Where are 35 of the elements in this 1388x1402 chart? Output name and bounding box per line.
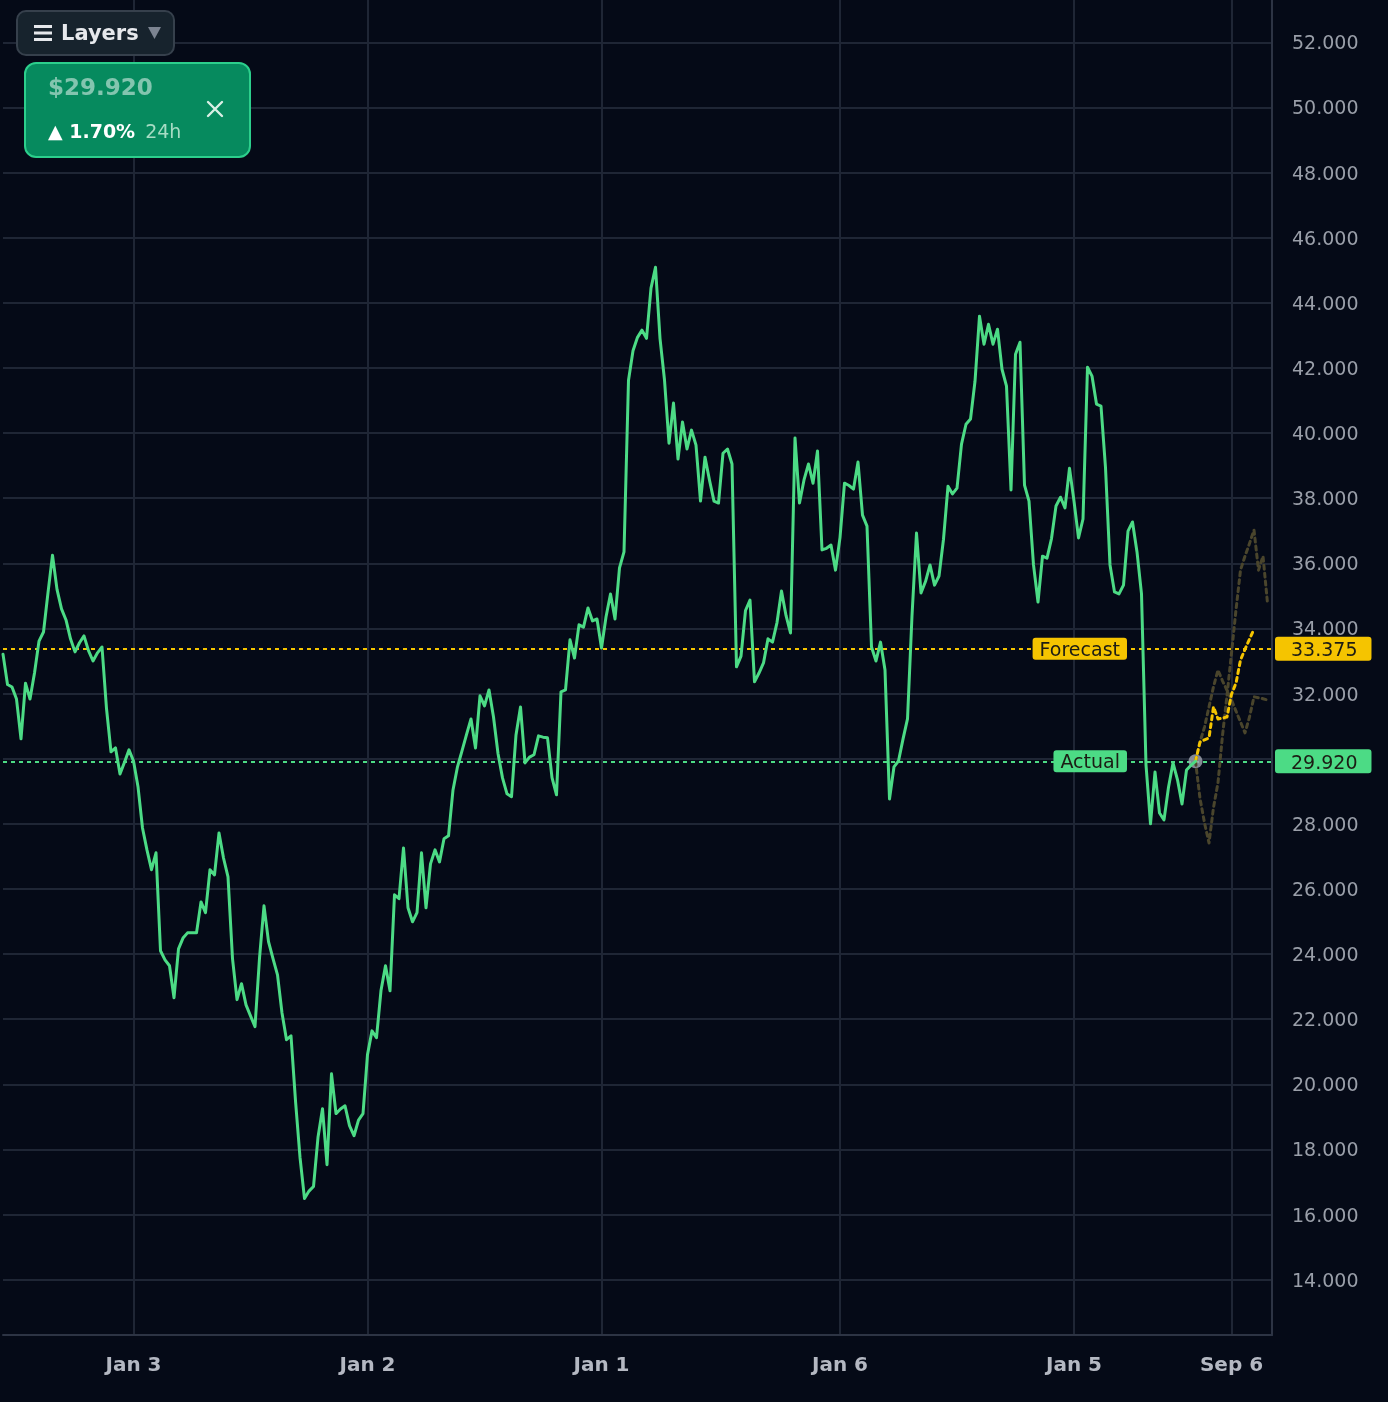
y-tick-label: 42.000 [1292, 356, 1359, 379]
y-tick-label: 16.000 [1292, 1203, 1359, 1226]
ref-line-label: Forecast [1039, 637, 1120, 660]
y-tick-label: 24.000 [1292, 943, 1359, 966]
y-tick-label: 33.375 [1291, 638, 1358, 661]
ref-line-label: Actual [1060, 750, 1120, 773]
y-tick-label: 52.000 [1292, 31, 1359, 54]
y-tick-label: 38.000 [1292, 487, 1359, 510]
x-tick-label: Jan 5 [1043, 1352, 1103, 1376]
x-tick-label: Jan 1 [571, 1352, 630, 1376]
y-tick-label: 29.920 [1291, 750, 1358, 773]
layers-button: Layers [16, 10, 175, 56]
annotation: ▲ 1.70% [48, 120, 136, 142]
annotation: $29.920 [48, 74, 153, 100]
y-tick-label: 50.000 [1292, 96, 1359, 119]
y-tick-label: 44.000 [1292, 291, 1359, 314]
annotation: Layers [61, 21, 139, 45]
x-tick-label: Jan 6 [809, 1352, 869, 1376]
y-tick-label: 46.000 [1292, 226, 1359, 249]
x-tick-label: Jan 2 [337, 1352, 396, 1376]
price-card: $29.920 ▲ 1.70% 24h [24, 62, 251, 158]
y-tick-label: 14.000 [1292, 1268, 1359, 1291]
x-tick-label: Sep 6 [1199, 1352, 1264, 1376]
y-tick-label: 36.000 [1292, 552, 1359, 575]
y-tick-label: 48.000 [1292, 161, 1359, 184]
y-tick-label: 20.000 [1292, 1073, 1359, 1096]
y-tick-label: 40.000 [1292, 422, 1359, 445]
annotation: 24h [145, 120, 182, 142]
x-tick-label: Jan 3 [103, 1352, 162, 1376]
y-tick-label: 32.000 [1292, 682, 1359, 705]
y-tick-label: 34.000 [1292, 617, 1359, 640]
y-tick-label: 18.000 [1292, 1138, 1359, 1161]
y-tick-label: 28.000 [1292, 812, 1359, 835]
y-tick-label: 26.000 [1292, 877, 1359, 900]
y-tick-label: 22.000 [1292, 1008, 1359, 1031]
